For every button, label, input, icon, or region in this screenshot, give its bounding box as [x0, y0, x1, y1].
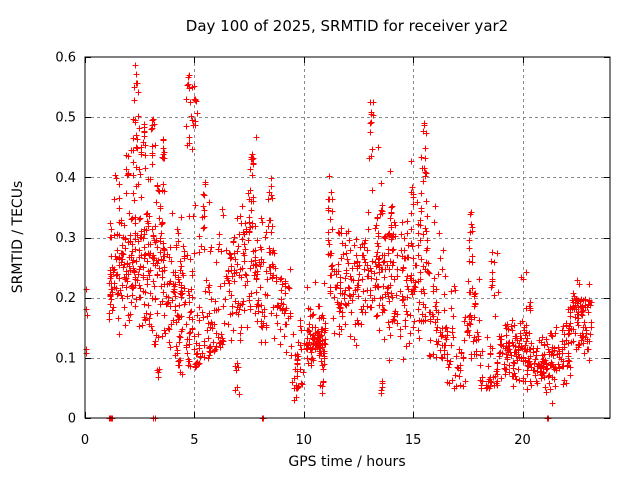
x-tick-label: 15 [405, 433, 422, 448]
y-tick-labels: 0 0.1 0.2 0.3 0.4 0.5 0.6 [55, 51, 76, 427]
x-tick-label: 0 [81, 433, 89, 448]
x-axis-label: GPS time / hours [288, 454, 405, 470]
tick-layer [85, 57, 610, 419]
x-tick-label: 20 [514, 433, 531, 448]
chart-title: Day 100 of 2025, SRMTID for receiver yar… [186, 17, 508, 35]
y-tick-label: 0.3 [55, 231, 76, 246]
y-tick-label: 0.5 [55, 111, 76, 126]
y-tick-label: 0.2 [55, 291, 76, 306]
y-tick-label: 0.4 [55, 171, 76, 186]
y-axis-label: SRMTID / TECUs [10, 181, 26, 294]
plot-border [84, 56, 611, 419]
y-tick-label: 0.1 [55, 351, 76, 366]
x-tick-label: 5 [190, 433, 198, 448]
x-tick-labels: 0 5 10 15 20 [81, 433, 531, 448]
scatter-points [83, 62, 595, 422]
grid-layer [85, 57, 610, 418]
y-tick-label: 0.6 [55, 51, 76, 66]
x-tick-label: 10 [295, 433, 312, 448]
y-tick-label: 0 [68, 412, 76, 427]
